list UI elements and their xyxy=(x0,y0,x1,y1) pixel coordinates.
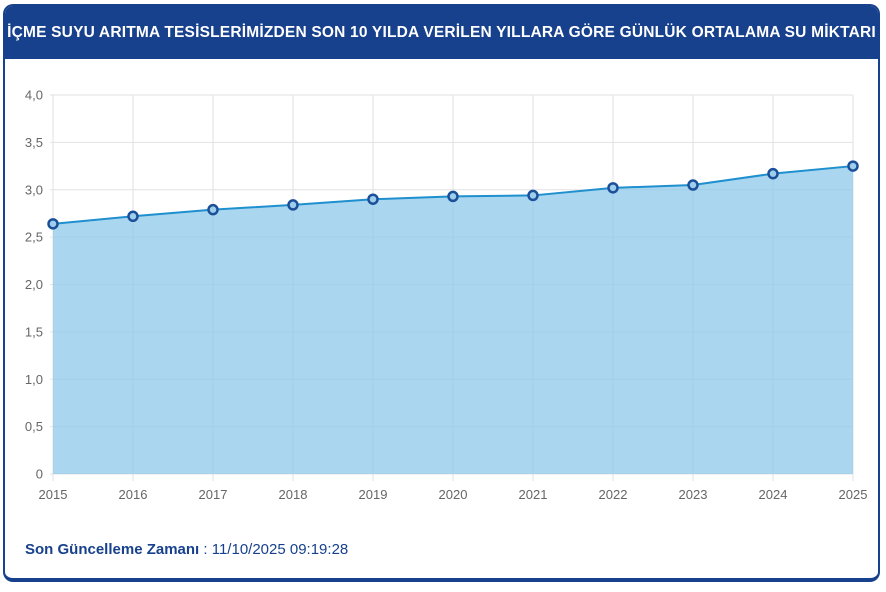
x-axis-tick-label: 2021 xyxy=(519,487,548,502)
data-point-marker[interactable] xyxy=(447,190,459,203)
last-update-label: Son Güncelleme Zamanı xyxy=(25,541,200,558)
dashboard-card: İÇME SUYU ARITMA TESİSLERİMİZDEN SON 10 … xyxy=(3,4,880,582)
chart-title: İÇME SUYU ARITMA TESİSLERİMİZDEN SON 10 … xyxy=(7,23,876,41)
last-update-value: 11/10/2025 09:19:28 xyxy=(211,541,349,558)
x-axis-tick-label: 2023 xyxy=(679,487,708,502)
y-axis-tick-label: 1,0 xyxy=(25,372,43,387)
data-point-marker[interactable] xyxy=(847,160,859,172)
chart-title-bar: İÇME SUYU ARITMA TESİSLERİMİZDEN SON 10 … xyxy=(5,6,878,59)
area-chart[interactable]: 4,0 3,5 3,0 2,5 2,0 1,5 1,0 0,5 0 2015 2016 2017 201… xyxy=(7,61,879,511)
area-series-fill xyxy=(53,166,853,474)
x-axis-tick-label: 2019 xyxy=(359,487,388,502)
x-axis-tick-label: 2025 xyxy=(839,487,868,502)
last-update-separator: : xyxy=(199,541,212,558)
chart-area: 4,0 3,5 3,0 2,5 2,0 1,5 1,0 0,5 0 2015 2016 2017 201… xyxy=(5,59,878,511)
data-point-marker[interactable] xyxy=(207,203,219,216)
x-axis-tick-label: 2017 xyxy=(199,487,228,502)
y-axis-tick-label: 3,5 xyxy=(25,135,43,150)
x-axis-tick-label: 2020 xyxy=(439,487,468,502)
x-axis-tick-label: 2016 xyxy=(119,487,148,502)
y-axis-tick-label: 0,5 xyxy=(25,419,43,434)
data-point-marker[interactable] xyxy=(767,167,779,180)
y-axis-tick-label: 3,0 xyxy=(25,182,43,197)
y-axis-tick-label: 0 xyxy=(36,467,43,482)
y-axis-tick-label: 4,0 xyxy=(25,88,43,103)
data-point-marker[interactable] xyxy=(287,199,299,211)
data-point-marker[interactable] xyxy=(47,218,59,230)
x-axis-tick-label: 2015 xyxy=(39,487,68,502)
y-axis-tick-label: 2,5 xyxy=(25,230,43,245)
data-point-marker[interactable] xyxy=(687,179,699,191)
x-axis-tick-label: 2018 xyxy=(279,487,308,502)
x-axis-tick-label: 2024 xyxy=(759,487,788,502)
data-point-marker[interactable] xyxy=(527,189,539,202)
data-point-marker[interactable] xyxy=(127,210,139,223)
y-axis-tick-label: 1,5 xyxy=(25,324,43,339)
y-axis-tick-label: 2,0 xyxy=(25,277,43,292)
data-point-marker[interactable] xyxy=(367,193,379,205)
last-update: Son Güncelleme Zamanı : 11/10/2025 09:19… xyxy=(25,541,878,558)
x-axis-tick-label: 2022 xyxy=(599,487,628,502)
data-point-marker[interactable] xyxy=(607,182,619,194)
